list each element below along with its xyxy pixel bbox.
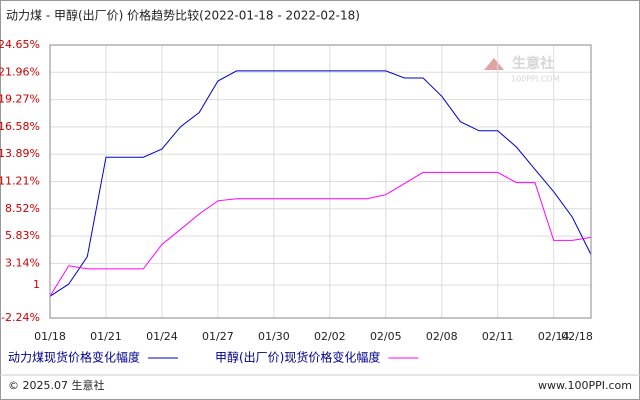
x-tick-label: 02/11 — [482, 330, 514, 343]
y-tick-label: 16.58% — [0, 120, 40, 133]
plot-border — [49, 44, 592, 319]
x-tick-label: 01/24 — [146, 330, 178, 343]
x-tick-label: 01/27 — [202, 330, 234, 343]
y-tick-label: 24.65% — [0, 38, 40, 51]
y-tick-label: 5.83% — [5, 229, 40, 242]
x-tick-label: 02/14 — [538, 330, 570, 343]
y-tick-label: -2.24% — [1, 311, 40, 324]
watermark-icon — [484, 58, 504, 70]
y-tick-label: 19.27% — [0, 93, 40, 106]
x-tick-label: 02/02 — [314, 330, 346, 343]
watermark: 生意社 100PPI.COM — [484, 55, 560, 84]
legend-label: 甲醇(出厂价)现货价格变化幅度 — [215, 350, 380, 365]
x-tick-label: 02/18 — [561, 330, 593, 343]
y-tick-label: 1 — [33, 278, 40, 291]
x-tick-label: 01/21 — [90, 330, 122, 343]
y-tick-label: 3.14% — [5, 256, 40, 269]
x-tick-label: 01/30 — [258, 330, 290, 343]
y-tick-label: 11.21% — [0, 174, 40, 187]
footer-site: www.100PPI.com — [538, 379, 632, 392]
footer-copyright: © 2025.07 生意社 — [8, 378, 104, 392]
x-tick-label: 02/08 — [426, 330, 458, 343]
series-line — [49, 70, 592, 297]
y-tick-label: 21.96% — [0, 65, 40, 78]
y-tick-label: 13.89% — [0, 147, 40, 160]
legend-label: 动力煤现货价格变化幅度 — [8, 350, 140, 365]
watermark-site: 100PPI.COM — [511, 75, 560, 84]
chart-title: 动力煤 - 甲醇(出厂价) 价格趋势比较(2022-01-18 - 2022-0… — [6, 8, 360, 23]
x-tick-label: 01/18 — [34, 330, 66, 343]
watermark-name: 生意社 — [512, 55, 554, 72]
y-tick-label: 8.52% — [5, 202, 40, 215]
x-tick-label: 02/05 — [370, 330, 402, 343]
series-line — [49, 171, 592, 297]
